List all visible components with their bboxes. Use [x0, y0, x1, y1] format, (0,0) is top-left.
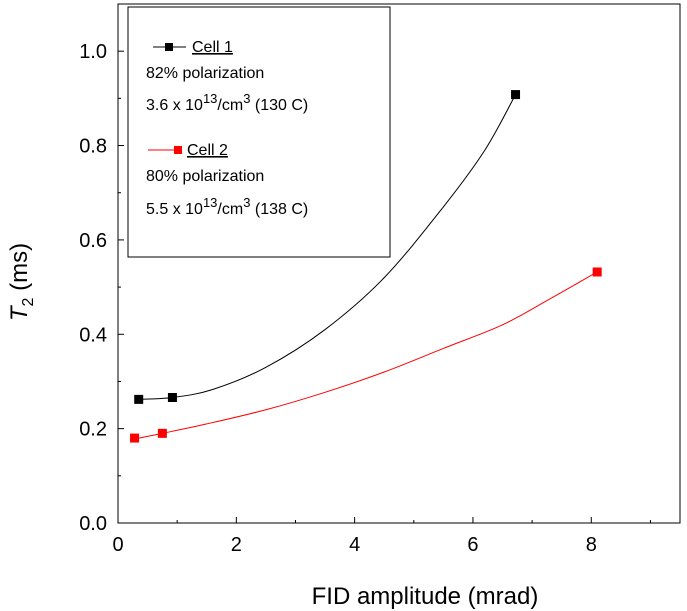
y-axis-title-sub: 2	[20, 297, 37, 306]
legend-cell1-title: Cell 1	[192, 39, 233, 56]
y-tick-label: 1.0	[79, 41, 107, 63]
data-point-cell1	[167, 392, 177, 402]
x-tick-label: 0	[112, 534, 123, 556]
x-tick-label: 6	[467, 534, 478, 556]
x-tick-label: 8	[586, 534, 597, 556]
legend-cell2-line2-sup1: 13	[203, 195, 217, 210]
legend-cell2-title: Cell 2	[187, 142, 228, 159]
data-point-cell1	[134, 394, 144, 404]
y-axis-ticks: 0.0 0.2 0.4 0.6 0.8 1.0	[79, 3, 124, 535]
legend-cell2-line1: 80% polarization	[146, 168, 264, 185]
y-axis-title: T2 (ms)	[6, 243, 37, 321]
legend: Cell 1 82% polarization 3.6 x 1013/cm3 (…	[127, 6, 391, 258]
legend-cell1-line2: 3.6 x 1013/cm3 (130 C)	[146, 91, 308, 114]
legend-cell1-line2-mid: /cm	[217, 97, 243, 114]
legend-cell2-marker	[174, 146, 182, 154]
legend-cell1-line2-sup1: 13	[203, 91, 217, 106]
legend-cell1-line2-pre: 3.6 x 10	[146, 97, 203, 114]
x-tick-label: 4	[349, 534, 360, 556]
data-points	[130, 90, 602, 443]
x-axis-ticks: 0 2 4 6 8	[112, 517, 651, 556]
legend-cell2-line2-pre: 5.5 x 10	[146, 201, 203, 218]
y-tick-label: 0.2	[79, 419, 107, 441]
y-tick-label: 0.6	[79, 230, 107, 252]
y-tick-label: 0.8	[79, 136, 107, 158]
y-tick-label: 0.0	[79, 513, 107, 535]
fit-curves	[134, 94, 598, 440]
fit-curve-cell1	[138, 94, 516, 400]
x-axis-title: FID amplitude (mrad)	[312, 583, 539, 610]
data-point-cell2	[592, 267, 602, 277]
data-point-cell2	[157, 428, 167, 438]
legend-cell1-line1: 82% polarization	[146, 65, 264, 82]
x-tick-label: 2	[231, 534, 242, 556]
data-point-cell2	[130, 433, 140, 443]
legend-cell2-line2-sup2: 3	[243, 195, 250, 210]
legend-cell1-line2-sup2: 3	[243, 91, 250, 106]
legend-cell1-marker	[165, 43, 173, 51]
y-tick-label: 0.4	[79, 324, 107, 346]
plot-frame	[117, 3, 681, 524]
legend-cell1-line2-post: (130 C)	[250, 97, 308, 114]
legend-cell2-line2-mid: /cm	[217, 201, 243, 218]
fit-curve-cell2	[134, 271, 598, 440]
legend-cell2-line2: 5.5 x 1013/cm3 (138 C)	[146, 195, 308, 218]
y-axis-title-unit: (ms)	[6, 243, 33, 298]
legend-cell2-line2-post: (138 C)	[250, 201, 308, 218]
y-axis-title-base: T	[6, 304, 33, 321]
data-point-cell1	[511, 90, 521, 100]
